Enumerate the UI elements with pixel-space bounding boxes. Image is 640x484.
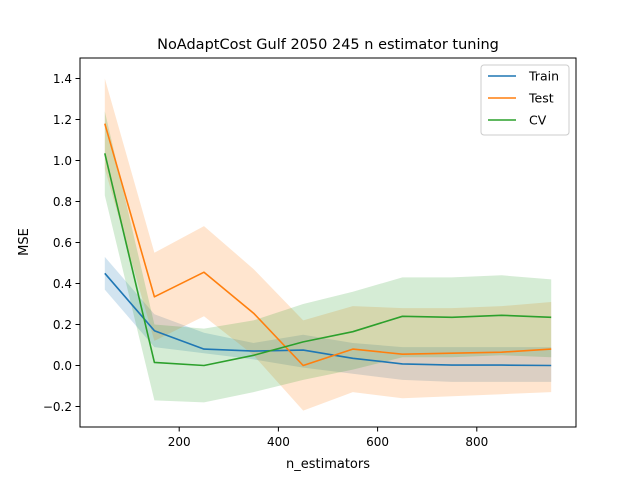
x-axis: 200 400 600 800	[168, 427, 489, 449]
y-tick-label: −0.2	[43, 400, 72, 414]
chart-title: NoAdaptCost Gulf 2050 245 n estimator tu…	[157, 37, 499, 53]
x-axis-label: n_estimators	[286, 457, 370, 472]
legend-label-cv: CV	[529, 113, 547, 128]
legend-label-train: Train	[528, 69, 559, 84]
y-tick-label: 1.0	[53, 154, 72, 168]
x-tick-label: 200	[168, 435, 191, 449]
y-tick-label: 0.2	[53, 318, 72, 332]
y-tick-label: 0.8	[53, 195, 72, 209]
y-axis: −0.2 0.0 0.2 0.4 0.6 0.8 1.0 1.2 1.4	[43, 72, 80, 414]
x-tick-label: 400	[267, 435, 290, 449]
y-tick-label: 0.0	[53, 359, 72, 373]
legend: Train Test CV	[481, 65, 569, 135]
y-tick-label: 0.6	[53, 236, 72, 250]
y-tick-label: 1.2	[53, 113, 72, 127]
y-tick-label: 0.4	[53, 277, 72, 291]
legend-label-test: Test	[528, 91, 554, 106]
x-tick-label: 800	[465, 435, 488, 449]
y-axis-label: MSE	[17, 228, 32, 256]
y-tick-label: 1.4	[53, 72, 72, 86]
x-tick-label: 600	[366, 435, 389, 449]
